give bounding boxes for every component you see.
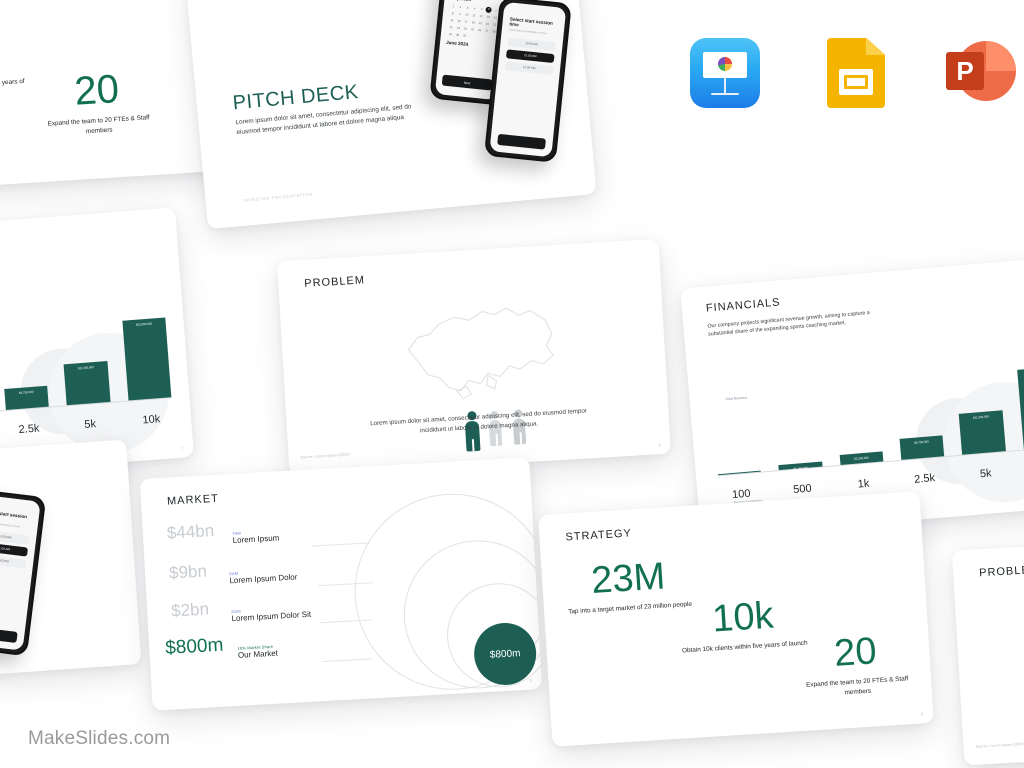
bar-value-label: $23,000,000 bbox=[1017, 369, 1024, 377]
x-tick: 2.5k bbox=[18, 422, 40, 437]
strategy-stat-number: 10k bbox=[0, 31, 26, 78]
market-bubble-label: $800m bbox=[489, 647, 521, 661]
x-tick: 5k bbox=[83, 418, 97, 431]
bar-value-label: $1,150,000 bbox=[793, 465, 809, 471]
strategy-stat-caption: Tap into a target market of 23 million p… bbox=[568, 600, 693, 616]
powerpoint-letter: P bbox=[956, 56, 974, 86]
slide-page-number: 5 bbox=[529, 677, 532, 683]
market-amount: $44bn bbox=[166, 521, 215, 543]
slide-page-number: 3 bbox=[658, 442, 661, 448]
strategy-stat: 20 Expand the team to 20 FTEs & Staff me… bbox=[790, 630, 922, 701]
slide-pitch-deck[interactable]: PITCH DECK Lorem ipsum dolor sit amet, c… bbox=[185, 0, 597, 230]
bar-value-label: $2,300,000 bbox=[853, 455, 869, 461]
slide-title: STRATEGY bbox=[565, 527, 633, 544]
time-slot-option[interactable]: 10:00 AM bbox=[0, 529, 30, 545]
market-amount: $800m bbox=[164, 634, 224, 659]
market-name: Our Market bbox=[237, 648, 279, 660]
phone-mockup-time-picker: Select start session time Lorem ipsum co… bbox=[483, 0, 572, 163]
time-slot-option[interactable]: 10:00 AM bbox=[507, 36, 556, 51]
slide-page-number: 7 bbox=[180, 445, 184, 451]
slide-market[interactable]: MARKET $800m $44bn TAM Lorem Ipsum $9bn … bbox=[139, 457, 543, 711]
phone-next-button[interactable]: Next bbox=[441, 74, 493, 91]
x-tick: 1k bbox=[857, 477, 870, 491]
slide-title: FINANCIALS bbox=[705, 296, 781, 315]
x-tick: 10k bbox=[142, 413, 161, 427]
market-amount: $9bn bbox=[168, 561, 208, 583]
strategy-stat: 10k Obtain 10k clients within five years… bbox=[678, 595, 809, 657]
region-map-icon bbox=[398, 293, 564, 407]
market-amount: $2bn bbox=[170, 599, 210, 621]
keynote-icon[interactable] bbox=[690, 38, 760, 108]
strategy-stat-number: 20 bbox=[832, 630, 878, 675]
strategy-stat-number: 20 bbox=[73, 67, 121, 114]
slide-page-number: 6 bbox=[920, 711, 924, 717]
market-row: $9bn SAM Lorem Ipsum Dolor bbox=[169, 556, 298, 588]
source-note: Source: Lorem Ipsum (2024) bbox=[300, 452, 351, 460]
slide-problem[interactable]: PROBLEM Lorem ipsum dolor sit amet, cons… bbox=[276, 238, 672, 477]
bar-value-label: $23,000,000 bbox=[135, 321, 153, 327]
slide-title: PROBLEM bbox=[303, 274, 366, 290]
strategy-stat-caption: Expand the team to 20 FTEs & Staff membe… bbox=[47, 114, 150, 135]
chart-bars: $2,300,000 $5,750,000 $11,500,000 $23,00… bbox=[0, 315, 172, 424]
x-tick: 5k bbox=[979, 467, 993, 481]
strategy-stat-caption: Expand the team to 20 FTEs & Staff membe… bbox=[805, 675, 909, 696]
bar-value-label: $11,500,000 bbox=[972, 414, 990, 420]
slide-title: PROBLEM bbox=[978, 563, 1024, 580]
phone-mockup-time-picker: Select start session time Lorem ipsum co… bbox=[0, 488, 47, 657]
strategy-stat: 23M Tap into a target market of 23 milli… bbox=[563, 555, 694, 618]
slide-title: MARKET bbox=[166, 492, 220, 508]
time-slot-option[interactable]: 12:00 PM bbox=[504, 60, 554, 75]
strategy-stat-number: 10k bbox=[711, 594, 775, 641]
phone-next-button[interactable] bbox=[0, 626, 18, 643]
bar-value-label: $11,500,000 bbox=[77, 365, 94, 371]
app-icons-row: P bbox=[690, 38, 1016, 108]
source-note: Source: Lorem Ipsum (2024) bbox=[975, 741, 1024, 749]
strategy-stat-caption: Obtain 10k clients within five years of … bbox=[0, 77, 25, 92]
market-circles-diagram: $800m bbox=[325, 478, 543, 701]
slide-problem-cropped[interactable]: PROBLEM Source: Lorem Ipsum (2024) bbox=[951, 535, 1024, 766]
powerpoint-icon[interactable]: P bbox=[946, 38, 1016, 108]
strategy-stat-number: 23M bbox=[590, 555, 667, 602]
x-tick: 500 bbox=[792, 482, 813, 496]
google-slides-icon[interactable] bbox=[827, 38, 885, 108]
calendar-month-b: June 2024 bbox=[445, 39, 469, 47]
bar-value-label: $5,750,000 bbox=[914, 439, 929, 445]
slide-app-mockups[interactable]: Select start session date Lorem ipsum co… bbox=[0, 439, 142, 682]
chart-bars: $1,150,000 $2,300,000 $5,750,000 $11,500… bbox=[711, 364, 1024, 476]
market-row: $44bn TAM Lorem Ipsum bbox=[166, 517, 279, 548]
bar-value-label: $5,750,000 bbox=[18, 389, 34, 395]
x-tick: 2.5k bbox=[913, 472, 936, 486]
market-row-highlight: $800m 10% Market Share Our Market bbox=[165, 632, 278, 664]
watermark: MakeSlides.com bbox=[28, 728, 171, 749]
pitch-deck-footer: INVESTOR PRESENTATION bbox=[242, 191, 314, 203]
financials-subtitle: Our company projects significant revenue… bbox=[707, 309, 870, 339]
phone-next-button[interactable] bbox=[497, 133, 547, 150]
slide-strategy[interactable]: STRATEGY 23M Tap into a target market of… bbox=[538, 491, 934, 747]
market-name: Lorem Ipsum bbox=[232, 533, 280, 545]
market-row: $2bn SOM Lorem Ipsum Dolor Sit bbox=[171, 594, 312, 627]
time-slot-option-selected[interactable]: 11:00 AM bbox=[505, 48, 555, 63]
